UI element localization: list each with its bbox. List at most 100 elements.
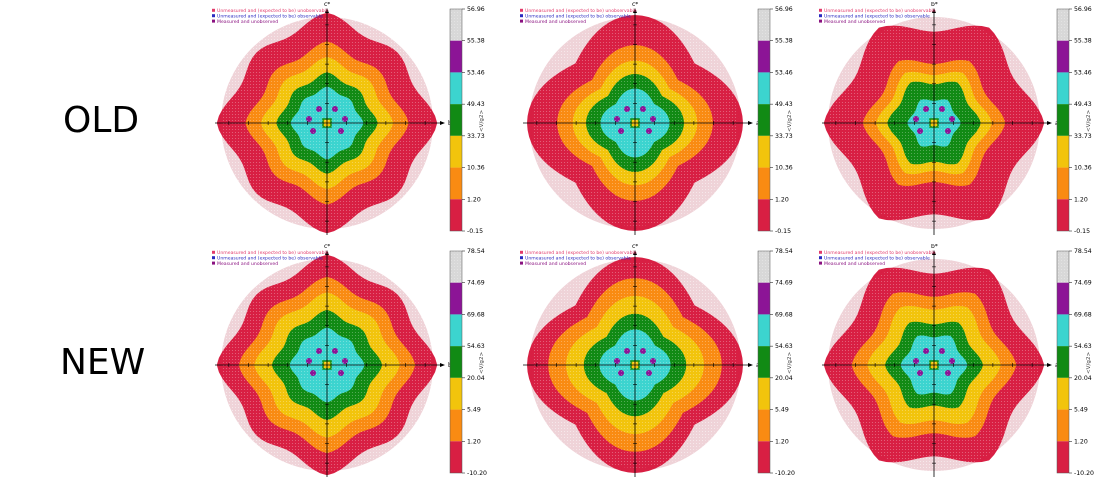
colorbar-frame [1056, 8, 1070, 232]
colorbar-segment [758, 167, 770, 200]
colorbar-segment [758, 72, 770, 105]
colorbar-tick-label: 10.36 [775, 165, 793, 172]
colorbar-segment [450, 104, 462, 136]
colorbar-tick-label: 54.63 [1074, 343, 1092, 350]
colorbar-tick-label: 5.49 [1074, 407, 1088, 414]
legend-entry: Measured and unobserved [217, 19, 278, 25]
heatmap-svg: a*c*Unmeasured and (expected to be) unob… [520, 2, 793, 235]
row-label-old: OLD [63, 100, 140, 141]
heatmap-svg: b*c*Unmeasured and (expected to be) unob… [212, 244, 487, 477]
colorbar-segment [450, 314, 462, 347]
colorbar-tick-label: 33.73 [467, 133, 485, 140]
colorbar-segment [1057, 72, 1069, 105]
colorbar-segment [1057, 135, 1069, 168]
y-axis-arrow [633, 250, 637, 255]
colorbar-tick-label: 56.96 [467, 6, 485, 13]
colorbar-tick-label: 1.20 [467, 438, 481, 445]
colorbar-frame [449, 8, 463, 232]
legend-entry: Unmeasured and (expected to be) observab… [217, 13, 323, 19]
colorbar-tick-label: 55.38 [467, 38, 485, 45]
x-axis-arrow [440, 121, 445, 125]
colorbar-tick-label: 1.20 [1074, 196, 1088, 203]
colorbar-tick-label: 20.04 [775, 375, 793, 382]
colorbar-segment [758, 199, 770, 231]
colorbar-segment [1057, 40, 1069, 73]
colorbar-axis-label: <V/g2> [1086, 351, 1092, 374]
colorbar-tick-label: 33.73 [775, 133, 793, 140]
colorbar-axis-label: <V/g2> [787, 351, 793, 374]
legend-swatch [212, 256, 215, 260]
colorbar-tick-label: 20.04 [467, 375, 485, 382]
legend-swatch [819, 8, 822, 12]
colorbar-tick-label: 56.96 [1074, 6, 1092, 13]
colorbar-tick-label: 74.69 [1074, 280, 1092, 287]
colorbar-segment [450, 377, 462, 410]
colorbar-frame [757, 250, 771, 474]
colorbar-tick-label: 1.20 [467, 196, 481, 203]
colorbar-tick-label: 78.54 [467, 248, 485, 255]
y-axis-arrow [325, 8, 329, 13]
legend-swatch [819, 19, 822, 23]
legend-swatch [520, 250, 523, 254]
colorbar-axis-label: <V/g2> [479, 109, 485, 132]
colorbar-segment [1057, 409, 1069, 442]
legend-entry: Measured and unobserved [525, 261, 586, 267]
legend-entry: Unmeasured and (expected to be) unobserv… [217, 250, 329, 256]
colorbar-segment [450, 282, 462, 315]
colorbar-tick-label: 69.68 [467, 311, 485, 318]
colorbar-frame [757, 8, 771, 232]
heatmap-svg: a*c*Unmeasured and (expected to be) unob… [520, 244, 795, 477]
y-axis-arrow [932, 8, 936, 13]
colorbar-segment [1057, 104, 1069, 136]
legend-entry: Unmeasured and (expected to be) observab… [824, 13, 930, 19]
colorbar-segment [450, 441, 462, 473]
legend-entry: Measured and unobserved [824, 19, 885, 25]
y-axis-arrow [325, 250, 329, 255]
colorbar-tick-label: 53.46 [1074, 69, 1092, 76]
colorbar-segment [1057, 167, 1069, 200]
colorbar-segment [758, 135, 770, 168]
legend-entry: Unmeasured and (expected to be) observab… [217, 255, 323, 261]
legend-swatch [212, 261, 215, 265]
colorbar-segment [1057, 199, 1069, 231]
legend-entry: Measured and unobserved [525, 19, 586, 25]
colorbar-axis-label: <V/g2> [479, 351, 485, 374]
legend-entry: Unmeasured and (expected to be) unobserv… [525, 8, 637, 14]
legend-entry: Unmeasured and (expected to be) observab… [525, 255, 631, 261]
y-axis-label: c* [632, 2, 638, 8]
colorbar-tick-label: 49.43 [467, 101, 485, 108]
colorbar-tick-label: 1.20 [775, 196, 789, 203]
colorbar-tick-label: 78.54 [1074, 248, 1092, 255]
colorbar-segment [758, 441, 770, 473]
colorbar-axis-label: <V/g2> [1086, 109, 1092, 132]
colorbar-segment [1057, 441, 1069, 473]
colorbar-tick-label: 20.04 [1074, 375, 1092, 382]
colorbar-segment [450, 167, 462, 200]
y-axis-label: b* [931, 2, 938, 8]
legend-swatch [520, 8, 523, 12]
legend-swatch [212, 250, 215, 254]
colorbar-tick-label: -10.20 [1074, 470, 1094, 477]
heatmap-svg: a*b*Unmeasured and (expected to be) unob… [819, 2, 1092, 235]
colorbar-tick-label: 74.69 [775, 280, 793, 287]
colorbar-tick-label: 54.63 [467, 343, 485, 350]
y-axis-arrow [932, 250, 936, 255]
colorbar-tick-label: 54.63 [775, 343, 793, 350]
colorbar-tick-label: 53.46 [775, 69, 793, 76]
x-axis-arrow [440, 363, 445, 367]
colorbar-tick-label: 10.36 [467, 165, 485, 172]
legend-swatch [819, 256, 822, 260]
heatmap-panel: b*c*Unmeasured and (expected to be) unob… [210, 2, 500, 240]
y-axis-label: c* [632, 244, 638, 250]
colorbar-tick-label: 53.46 [467, 69, 485, 76]
colorbar-segment [758, 346, 770, 378]
legend-swatch [520, 261, 523, 265]
colorbar-segment [450, 409, 462, 442]
colorbar-tick-label: 49.43 [1074, 101, 1092, 108]
x-axis-arrow [748, 121, 753, 125]
colorbar-segment [450, 346, 462, 378]
legend-swatch [819, 14, 822, 18]
legend-swatch [212, 8, 215, 12]
heatmap-panel: a*b*Unmeasured and (expected to be) unob… [817, 2, 1106, 240]
colorbar-tick-label: -10.20 [467, 470, 487, 477]
